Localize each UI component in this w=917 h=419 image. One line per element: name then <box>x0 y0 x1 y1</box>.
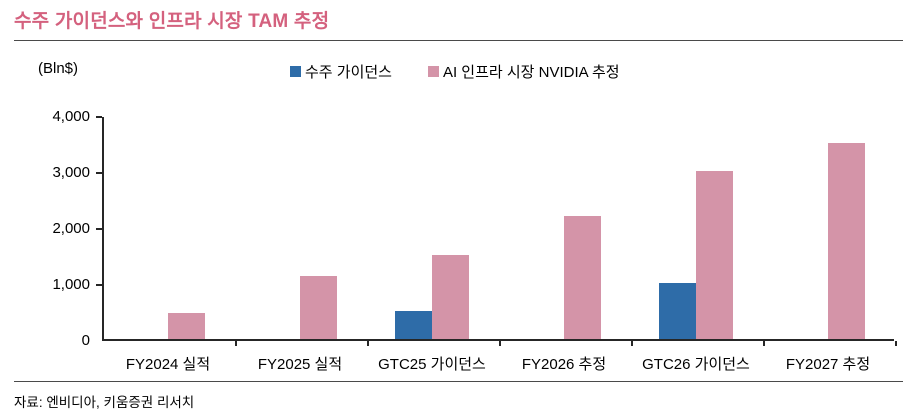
bottom-divider <box>14 381 903 382</box>
legend-swatch-blue-icon <box>290 66 301 77</box>
legend-label: 수주 가이던스 <box>305 64 392 81</box>
y-axis-tick-label: 1,000 <box>52 276 90 293</box>
y-axis-tick <box>96 284 102 286</box>
y-axis-unit-label: (Bln$) <box>38 60 79 77</box>
plot-area <box>96 116 897 346</box>
x-axis-category-label: FY2026 추정 <box>521 356 607 373</box>
x-axis-tick <box>499 341 501 346</box>
legend-item-ai-infra-market: AI 인프라 시장 NVIDIA 추정 <box>427 61 620 82</box>
x-axis-tick <box>235 341 237 346</box>
y-axis-tick <box>96 172 102 174</box>
y-axis-tick-label: 2,000 <box>52 220 90 237</box>
bar-ai-infra-market <box>432 255 469 339</box>
bar-ai-infra-market <box>168 312 205 339</box>
bar-ai-infra-market <box>828 143 865 339</box>
x-axis-category-label: FY2024 실적 <box>125 356 211 373</box>
x-axis-category-label: FY2025 실적 <box>257 356 343 373</box>
bar-order-guidance <box>395 311 432 339</box>
x-axis-category-label: GTC26 가이던스 <box>642 356 750 373</box>
x-axis-tick <box>631 341 633 346</box>
x-axis-tick <box>367 341 369 346</box>
legend-item-order-guidance: 수주 가이던스 <box>290 61 392 82</box>
bar-ai-infra-market <box>300 275 337 339</box>
x-axis-tick <box>895 341 897 346</box>
legend-label: AI 인프라 시장 NVIDIA 추정 <box>442 64 620 81</box>
y-axis-tick-label: 4,000 <box>52 108 90 125</box>
y-axis-tick-label: 0 <box>81 332 90 349</box>
bar-ai-infra-market <box>564 215 601 339</box>
legend-swatch-pink-icon <box>427 66 439 77</box>
bar-order-guidance <box>659 283 696 339</box>
x-axis-tick <box>763 341 765 346</box>
x-axis-category-label: FY2027 추정 <box>785 356 871 373</box>
bar-ai-infra-market <box>696 171 733 339</box>
y-axis-tick <box>96 116 102 118</box>
chart-title: 수주 가이던스와 인프라 시장 TAM 추정 <box>14 11 330 32</box>
top-divider <box>14 40 903 41</box>
legend: 수주 가이던스 AI 인프라 시장 NVIDIA 추정 <box>290 61 620 82</box>
y-axis-tick <box>96 228 102 230</box>
y-axis-tick-label: 3,000 <box>52 164 90 181</box>
source-note: 자료: 엔비디아, 키움증권 리서치 <box>14 395 195 410</box>
x-axis-category-label: GTC25 가이던스 <box>378 356 486 373</box>
